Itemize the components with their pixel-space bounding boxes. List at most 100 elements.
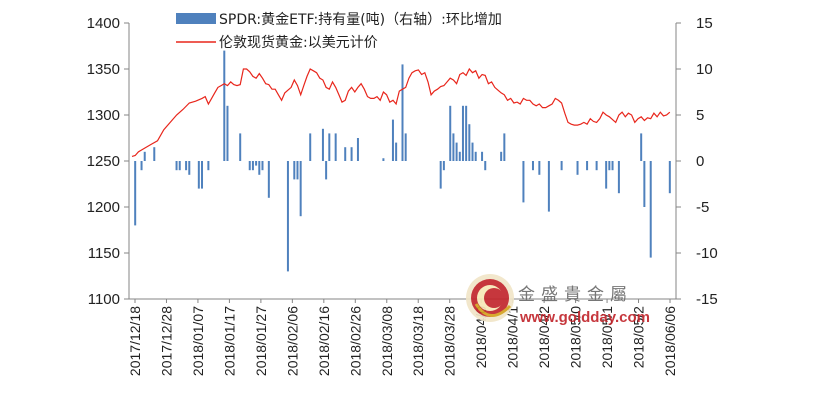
legend: SPDR:黄金ETF:持有量(吨)（右轴）:环比增加 伦敦现货黄金:以美元计价 — [176, 11, 502, 51]
x-axis-tick-label: 2018/04/1 — [505, 306, 521, 368]
right-axis-tick-label: 10 — [696, 61, 713, 78]
spdr-bar — [586, 161, 589, 171]
spdr-bar — [239, 133, 242, 161]
spdr-bar — [531, 161, 534, 171]
spdr-bar — [261, 161, 264, 171]
spdr-bar — [143, 151, 146, 161]
spdr-bar — [226, 105, 229, 161]
spdr-bar — [465, 105, 468, 161]
right-axis-tick-label: 15 — [696, 15, 713, 32]
spdr-bar — [395, 142, 398, 161]
spdr-bar — [452, 133, 455, 161]
spdr-bar — [140, 161, 143, 171]
goldday-logo-icon — [466, 274, 514, 322]
spdr-bar — [185, 161, 188, 171]
spdr-bar — [617, 161, 620, 194]
spdr-bar — [201, 161, 204, 189]
right-axis-tick-label: -10 — [696, 245, 718, 262]
left-axis-tick-label: 1400 — [87, 15, 120, 32]
spdr-bar — [344, 147, 347, 161]
spdr-bar — [560, 161, 563, 171]
spdr-bar — [503, 133, 506, 161]
x-axis-tick-label: 2018/01/27 — [253, 306, 269, 376]
spdr-bar — [134, 161, 137, 226]
spdr-bar — [449, 105, 452, 161]
spdr-bar — [500, 151, 503, 161]
spdr-bar — [286, 161, 289, 272]
spdr-bar — [468, 124, 471, 161]
x-axis-tick-label: 2018/02/16 — [316, 306, 332, 376]
left-axis-tick-label: 1100 — [88, 291, 120, 308]
left-axis-tick-label: 1300 — [87, 107, 120, 124]
legend-line-label: 伦敦现货黄金:以美元计价 — [219, 34, 378, 51]
spdr-bar — [605, 161, 608, 189]
spdr-bar — [207, 161, 210, 171]
spdr-bar — [461, 105, 464, 161]
left-axis-tick-label: 1350 — [87, 61, 120, 78]
spdr-bar — [471, 142, 474, 161]
watermark-brand-text: 金盛貴金屬 — [518, 285, 633, 305]
spdr-bar — [538, 161, 541, 175]
x-axis-tick-label: 2018/02/26 — [347, 306, 363, 376]
x-axis-tick-label: 2017/12/28 — [158, 306, 174, 376]
spdr-bar — [175, 161, 178, 171]
spdr-bar — [481, 151, 484, 161]
spdr-bar — [255, 161, 258, 166]
x-axis-tick-label: 2018/05/2 — [631, 306, 647, 368]
left-axis-tick-label: 1200 — [87, 199, 120, 216]
x-axis-tick-label: 2018/06/06 — [662, 306, 678, 376]
spdr-bar — [640, 133, 643, 161]
spdr-bar — [350, 147, 353, 161]
gold-price-line — [131, 67, 671, 157]
x-axis-tick-label: 2018/03/08 — [379, 306, 395, 376]
spdr-bar — [334, 133, 337, 161]
spdr-bar-series — [134, 50, 671, 272]
spdr-bar — [299, 161, 302, 217]
spdr-bar — [251, 161, 254, 171]
spdr-bar — [267, 161, 270, 198]
spdr-bar — [458, 151, 461, 161]
spdr-bar — [391, 119, 394, 161]
spdr-bar — [484, 161, 487, 171]
spdr-bar — [404, 133, 407, 161]
spdr-bar — [325, 161, 328, 180]
spdr-bar — [293, 161, 296, 180]
x-axis-tick-label: 2018/04/2 — [536, 306, 552, 368]
x-axis-tick-labels: 2017/12/18 2017/12/28 2018/01/07 2018/01/17… — [127, 306, 678, 376]
spdr-bar — [153, 147, 156, 161]
x-axis-tick-label: 2018/03/18 — [410, 306, 426, 376]
spdr-bar — [248, 161, 251, 171]
spdr-bar — [649, 161, 652, 258]
right-axis-tick-label: 0 — [696, 153, 704, 170]
spdr-bar — [309, 133, 312, 161]
right-axis-tick-label: -15 — [696, 291, 718, 308]
spdr-bar — [439, 161, 442, 189]
spdr-bar — [296, 161, 299, 180]
spdr-bar — [611, 161, 614, 171]
spdr-bar — [188, 161, 191, 175]
watermark-url-text: www.goldday.com — [519, 309, 650, 326]
legend-bar-swatch — [176, 13, 216, 24]
x-axis-tick-label: 2018/02/06 — [284, 306, 300, 376]
spdr-bar — [455, 142, 458, 161]
spdr-bar — [223, 50, 226, 161]
spdr-bar — [382, 158, 385, 161]
spdr-bar — [547, 161, 550, 212]
x-axis-tick-label: 2018/05/0 — [568, 306, 584, 368]
x-axis-tick-label: 2018/01/17 — [221, 306, 237, 376]
legend-bar-label: SPDR:黄金ETF:持有量(吨)（右轴）:环比增加 — [219, 11, 502, 28]
spdr-bar — [328, 133, 331, 161]
spdr-bar — [321, 128, 324, 161]
spdr-bar — [401, 64, 404, 161]
right-axis-tick-label: -5 — [696, 199, 709, 216]
spdr-bar — [608, 161, 611, 171]
spdr-bar — [576, 161, 579, 175]
spdr-bar — [474, 151, 477, 161]
spdr-bar — [258, 161, 261, 175]
spdr-bar — [178, 161, 181, 171]
x-axis-tick-label: 2018/03/28 — [442, 306, 458, 376]
right-axis-tick-label: 5 — [696, 107, 704, 124]
x-axis-tick-label: 2018/05/1 — [599, 306, 615, 368]
left-axis-tick-label: 1150 — [88, 245, 120, 262]
